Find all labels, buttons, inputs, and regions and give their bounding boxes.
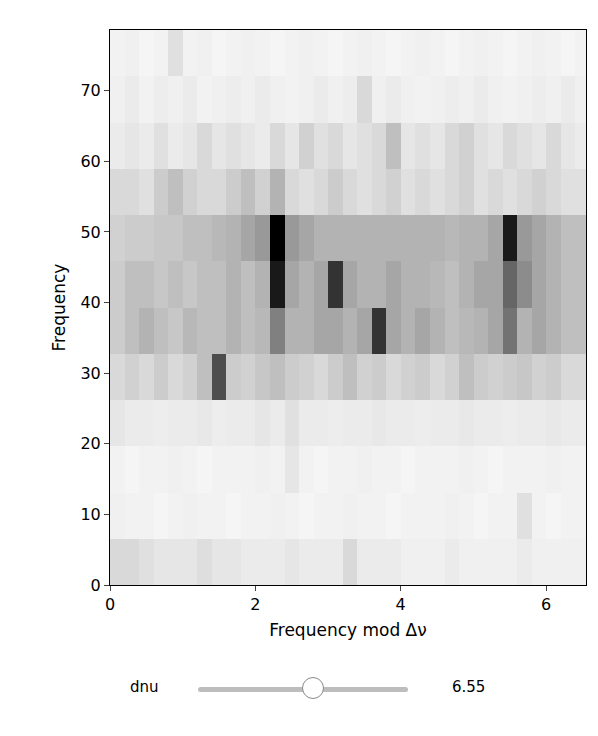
svg-text:2: 2: [250, 595, 260, 614]
svg-text:4: 4: [396, 595, 406, 614]
svg-text:Frequency mod Δν: Frequency mod Δν: [269, 620, 427, 640]
html-text:dnu: dnu: [130, 678, 159, 696]
svg-text:40: 40: [80, 293, 100, 312]
svg-text:20: 20: [80, 434, 100, 453]
svg-text:Frequency: Frequency: [49, 264, 69, 352]
svg-text:0: 0: [105, 595, 115, 614]
svg-text:50: 50: [80, 223, 100, 242]
svg-text:10: 10: [80, 505, 100, 524]
html-text:6.55: 6.55: [452, 678, 486, 696]
svg-text:70: 70: [80, 81, 100, 100]
svg-text:6: 6: [541, 595, 551, 614]
svg-text:60: 60: [80, 152, 100, 171]
svg-text:30: 30: [80, 364, 100, 383]
svg-text:0: 0: [91, 576, 101, 595]
